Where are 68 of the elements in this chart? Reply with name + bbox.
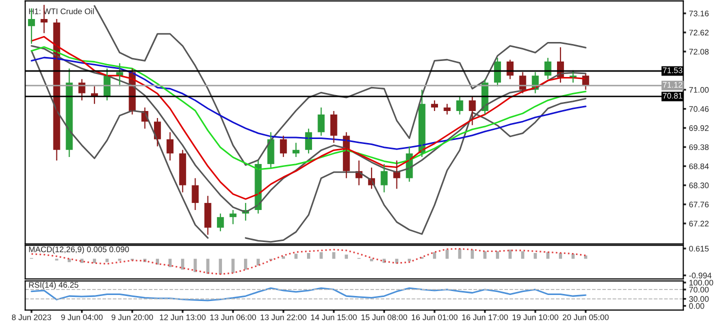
bar <box>521 251 524 259</box>
y-tick-label: 70.46 <box>689 106 709 112</box>
y-tick-label: 0.615 <box>689 246 709 252</box>
x-tick-label: 13 Jun 06:00 <box>210 314 256 320</box>
bar <box>218 258 222 274</box>
chart-title: MACD(12,26,9) 0.005 0.090 <box>29 246 129 254</box>
line-series <box>30 248 586 275</box>
ref-line-label: 71.53 <box>662 67 682 74</box>
bar <box>496 251 500 259</box>
x-tick-label: 16 Jun 17:00 <box>462 314 508 320</box>
y-tick-label: 68.30 <box>689 182 709 188</box>
bar <box>508 250 512 259</box>
y-tick-label: 68.84 <box>689 163 709 170</box>
bar <box>395 258 398 264</box>
bar <box>294 254 298 259</box>
x-tick-label: 8 Jun 2023 <box>12 314 52 320</box>
line-series <box>94 5 586 166</box>
y-tick-label: 69.38 <box>689 144 709 150</box>
bar <box>320 252 323 259</box>
bar <box>370 258 374 262</box>
y-tick-label: 72.62 <box>689 30 709 36</box>
bar <box>446 250 449 259</box>
y-tick-label: 100.00 <box>689 280 714 286</box>
bar <box>307 252 310 259</box>
ref-line-label: 71.12 <box>662 82 682 88</box>
x-tick-label: 15 Jun 08:00 <box>361 314 408 320</box>
bar <box>470 250 474 259</box>
ref-line-label: 70.81 <box>662 92 682 99</box>
y-tick-label: -0.994 <box>689 272 712 278</box>
bar <box>194 258 197 272</box>
bar <box>244 258 248 270</box>
x-tick-label: 9 Jun 04:00 <box>61 314 103 320</box>
y-tick-label: 72.08 <box>689 48 709 55</box>
bar <box>584 255 588 259</box>
bar <box>483 251 486 259</box>
y-tick-label: 0.00 <box>689 303 704 309</box>
bar <box>572 254 575 259</box>
bar <box>558 252 562 259</box>
bar <box>332 252 336 259</box>
bar <box>231 258 235 273</box>
bar <box>206 258 210 274</box>
bar <box>344 254 348 259</box>
y-tick-label: 69.92 <box>689 125 709 131</box>
bar <box>546 252 550 259</box>
bar <box>68 258 71 262</box>
x-tick-label: 16 Jun 01:00 <box>412 314 458 320</box>
bar <box>458 248 462 259</box>
bar <box>181 258 184 270</box>
y-tick-label: 73.16 <box>689 10 709 16</box>
y-tick-label: 67.22 <box>689 220 709 226</box>
x-tick-label: 20 Jun 05:00 <box>562 314 609 320</box>
line-series <box>30 46 586 170</box>
x-tick-label: 19 Jun 10:00 <box>512 314 558 320</box>
x-tick-label: 13 Jun 22:00 <box>260 314 306 320</box>
bar <box>256 258 260 266</box>
bar <box>432 252 436 259</box>
y-tick-label: 71.00 <box>689 87 709 93</box>
y-tick-label: 30.00 <box>689 296 709 302</box>
bar <box>408 258 411 262</box>
x-tick-label: 12 Jun 13:00 <box>160 314 206 320</box>
x-tick-label: 14 Jun 15:00 <box>311 314 357 320</box>
y-tick-label: 70.00 <box>689 286 709 293</box>
bar <box>282 256 285 259</box>
x-tick-label: 9 Jun 20:00 <box>112 314 153 320</box>
bar <box>534 252 537 259</box>
line-series <box>30 56 586 150</box>
chart-title: RSI(14) 46.25 <box>29 282 78 290</box>
y-tick-label: 67.76 <box>689 202 709 208</box>
